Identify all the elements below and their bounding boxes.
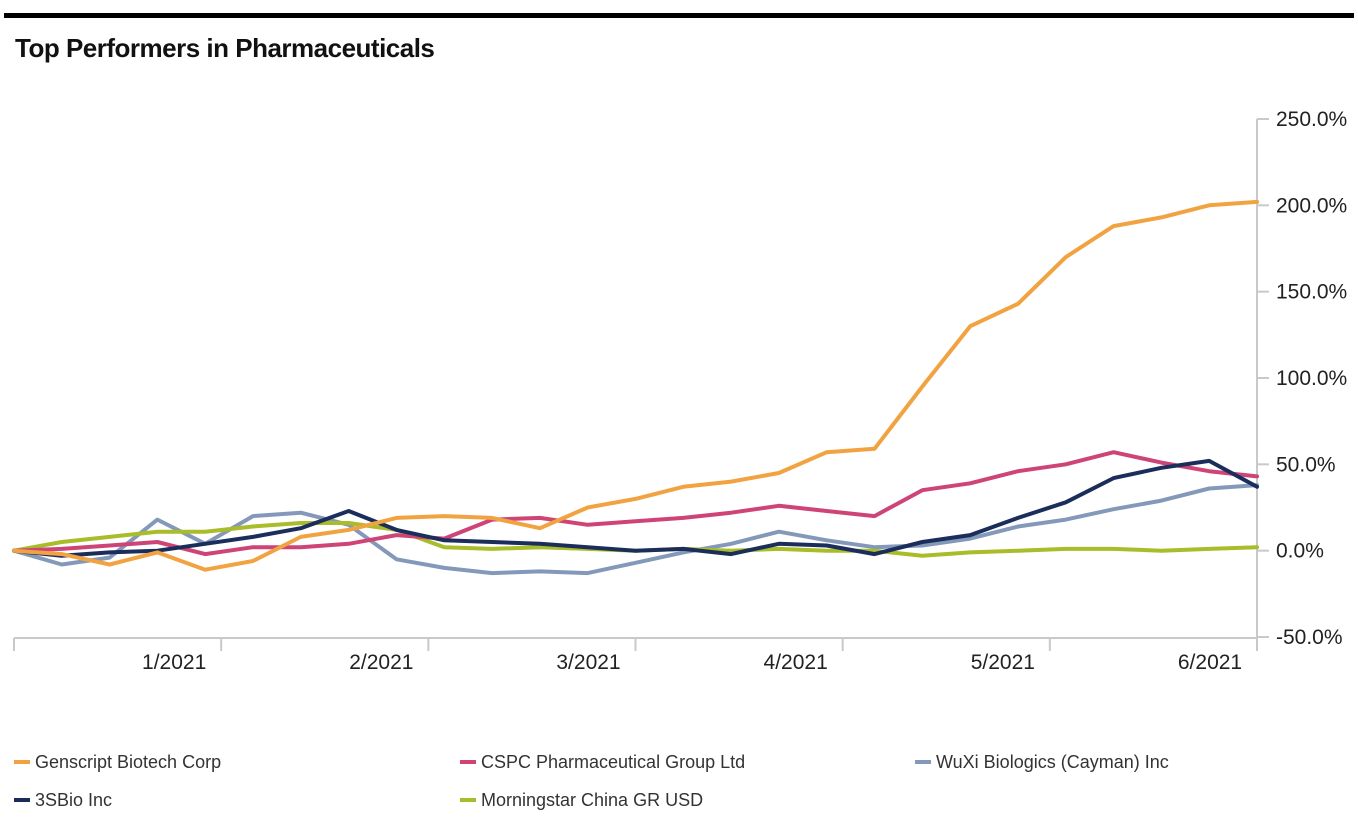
title-rule	[4, 13, 1354, 18]
series-line-genscript-biotech-corp	[12, 199, 1259, 572]
legend-swatch-icon	[460, 798, 476, 802]
x-tick-label: 5/2021	[971, 651, 1035, 674]
legend-label: WuXi Biologics (Cayman) Inc	[936, 751, 1169, 772]
y-tick-label: 0.0%	[1276, 540, 1324, 563]
y-tick-label: -50.0%	[1276, 626, 1343, 649]
legend-swatch-icon	[460, 760, 476, 764]
x-tick-label: 2/2021	[349, 651, 413, 674]
legend-item-3sbio-inc: 3SBio Inc	[14, 789, 112, 811]
y-tick-label: 100.0%	[1276, 367, 1347, 390]
series-line-wuxi-biologics-cayman-inc	[12, 483, 1259, 576]
legend-label: 3SBio Inc	[35, 789, 113, 810]
legend-item-genscript-biotech-corp: Genscript Biotech Corp	[14, 751, 221, 773]
series-line-cspc-pharmaceutical-group-ltd	[12, 450, 1259, 557]
legend-label: CSPC Pharmaceutical Group Ltd	[481, 751, 746, 772]
legend-item-wuxi-biologics-cayman-inc: WuXi Biologics (Cayman) Inc	[915, 751, 1169, 773]
series-line-3sbio-inc	[12, 458, 1259, 558]
page-title: Top Performers in Pharmaceuticals	[15, 33, 435, 63]
y-tick-label: 50.0%	[1276, 453, 1336, 476]
legend-label: Genscript Biotech Corp	[35, 751, 222, 772]
legend-swatch-icon	[14, 798, 30, 802]
y-tick-label: 150.0%	[1276, 281, 1347, 304]
y-tick-label: 200.0%	[1276, 194, 1347, 217]
legend-swatch-icon	[14, 760, 30, 764]
x-tick-label: 4/2021	[764, 651, 828, 674]
x-axis: 1/2021 2/2021 3/2021 4/2021 5/2021 6/2021	[13, 637, 1258, 674]
legend-item-cspc-pharmaceutical-group-ltd: CSPC Pharmaceutical Group Ltd	[460, 751, 745, 773]
y-axis: 250.0% 200.0% 150.0% 100.0% 50.0% 0.0% -50.0%	[1257, 108, 1347, 649]
legend-label: Morningstar China GR USD	[481, 789, 704, 810]
y-tick-label: 250.0%	[1276, 108, 1347, 131]
legend-swatch-icon	[915, 760, 931, 764]
series-lines	[12, 199, 1259, 576]
x-tick-label: 6/2021	[1178, 651, 1242, 674]
x-tick-label: 1/2021	[142, 651, 206, 674]
x-tick-label: 3/2021	[556, 651, 620, 674]
legend-item-morningstar-china-gr-usd: Morningstar China GR USD	[460, 789, 703, 811]
